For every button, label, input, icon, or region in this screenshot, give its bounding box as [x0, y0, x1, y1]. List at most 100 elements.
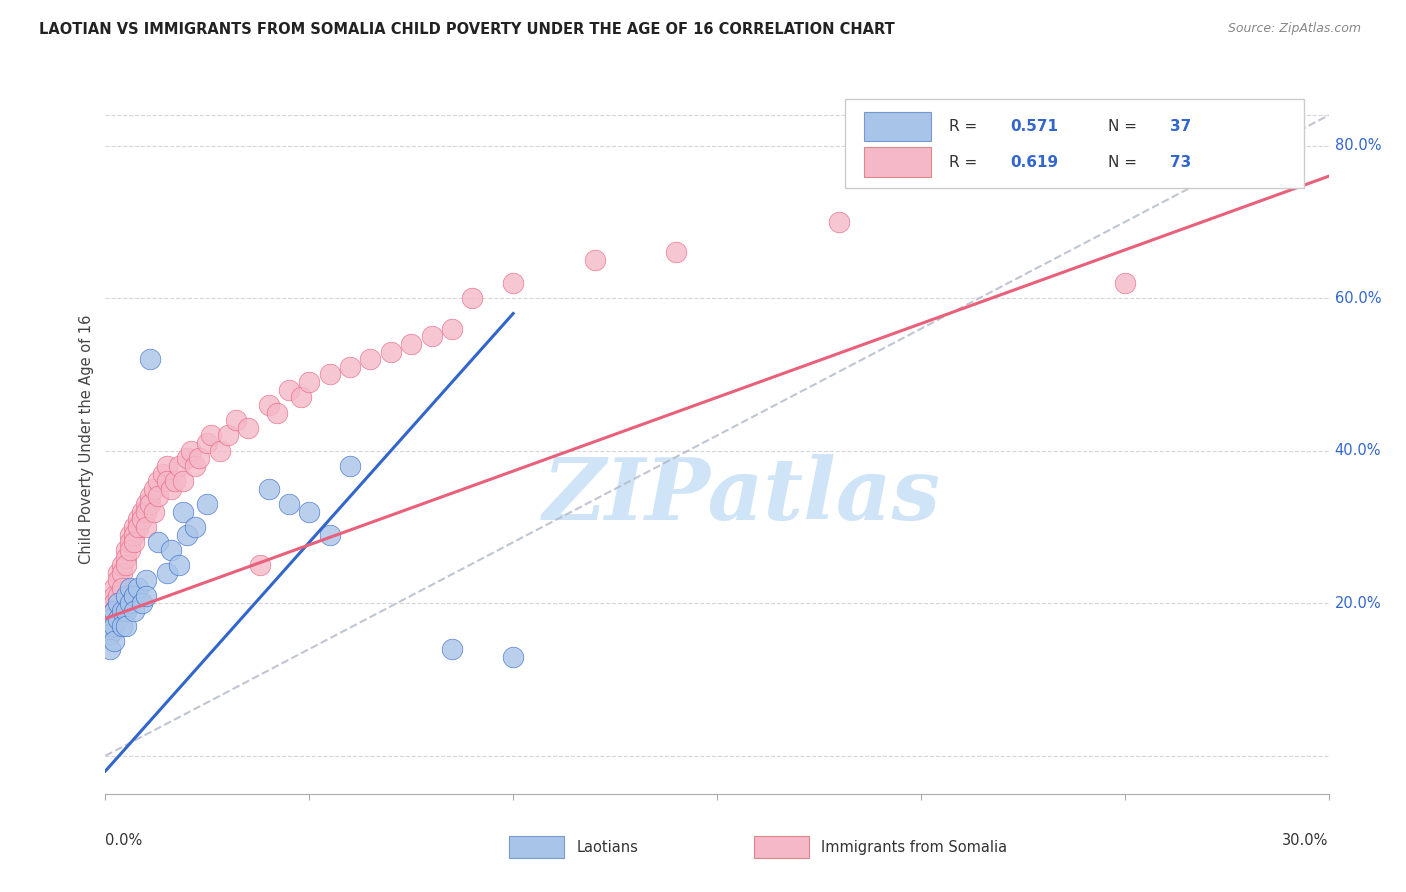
Point: [115, 542, 138, 557]
Point: [103, 581, 125, 595]
Point: [155, 475, 177, 489]
Point: [172, 505, 194, 519]
Point: [135, 520, 157, 534]
Y-axis label: Child Poverty Under the Age of 16: Child Poverty Under the Age of 16: [79, 315, 94, 564]
Point: [176, 451, 198, 466]
Point: [339, 359, 361, 374]
Point: [103, 604, 125, 618]
Point: [167, 458, 190, 473]
Point: [107, 566, 129, 580]
Point: [115, 550, 138, 565]
Point: [98, 611, 121, 625]
Point: [118, 542, 141, 557]
Point: [188, 451, 211, 466]
Point: [461, 291, 484, 305]
Point: [143, 505, 166, 519]
Point: [143, 482, 166, 496]
Text: 20.0%: 20.0%: [1334, 596, 1382, 611]
Point: [176, 527, 198, 541]
Bar: [863, 147, 931, 177]
Point: [1114, 276, 1136, 290]
Point: [184, 458, 207, 473]
Point: [107, 611, 129, 625]
Point: [103, 619, 125, 633]
Point: [115, 589, 138, 603]
Point: [122, 527, 145, 541]
Bar: [754, 837, 808, 858]
Point: [318, 527, 342, 541]
Point: [339, 458, 361, 473]
Point: [159, 542, 181, 557]
Point: [163, 475, 186, 489]
Point: [139, 497, 162, 511]
Text: 80.0%: 80.0%: [1334, 138, 1381, 153]
Point: [290, 390, 312, 404]
Point: [380, 344, 402, 359]
Point: [278, 497, 301, 511]
Text: 73: 73: [1170, 154, 1191, 169]
Point: [122, 604, 145, 618]
Point: [122, 535, 145, 549]
Text: LAOTIAN VS IMMIGRANTS FROM SOMALIA CHILD POVERTY UNDER THE AGE OF 16 CORRELATION: LAOTIAN VS IMMIGRANTS FROM SOMALIA CHILD…: [39, 22, 896, 37]
Point: [111, 604, 134, 618]
Point: [127, 520, 149, 534]
Point: [167, 558, 190, 573]
Point: [139, 352, 162, 367]
Point: [98, 604, 121, 618]
Text: Laotians: Laotians: [576, 839, 638, 855]
Point: [103, 596, 125, 610]
Point: [420, 329, 443, 343]
Point: [103, 634, 125, 648]
Point: [665, 245, 688, 260]
Point: [115, 604, 138, 618]
Point: [131, 505, 153, 519]
Point: [441, 642, 464, 657]
Point: [107, 596, 129, 610]
Point: [278, 383, 301, 397]
Point: [502, 276, 524, 290]
Point: [98, 626, 121, 640]
Text: ZIPatlas: ZIPatlas: [543, 454, 941, 538]
Point: [184, 520, 207, 534]
Point: [111, 619, 134, 633]
Point: [98, 611, 121, 625]
Text: Source: ZipAtlas.com: Source: ZipAtlas.com: [1227, 22, 1361, 36]
Text: N =: N =: [1108, 119, 1142, 134]
Text: R =: R =: [949, 119, 983, 134]
Point: [583, 253, 606, 268]
Point: [208, 443, 231, 458]
Point: [111, 558, 134, 573]
Text: 40.0%: 40.0%: [1334, 443, 1381, 458]
Point: [200, 428, 222, 442]
Text: 37: 37: [1170, 119, 1191, 134]
Point: [103, 589, 125, 603]
Text: R =: R =: [949, 154, 983, 169]
Point: [118, 581, 141, 595]
Point: [217, 428, 239, 442]
Point: [118, 527, 141, 541]
Point: [155, 566, 177, 580]
Point: [195, 436, 219, 450]
Text: 60.0%: 60.0%: [1334, 291, 1381, 306]
Point: [115, 619, 138, 633]
Point: [152, 467, 174, 481]
Bar: [845, 99, 1305, 187]
Point: [122, 520, 145, 534]
Point: [111, 566, 134, 580]
Bar: [863, 112, 931, 142]
Point: [180, 443, 202, 458]
Point: [98, 619, 121, 633]
Point: [118, 535, 141, 549]
Point: [98, 642, 121, 657]
Point: [139, 490, 162, 504]
Point: [298, 375, 321, 389]
Point: [155, 458, 177, 473]
Point: [828, 215, 851, 229]
Point: [98, 596, 121, 610]
Point: [127, 581, 149, 595]
Point: [107, 589, 129, 603]
Point: [135, 505, 157, 519]
Point: [103, 604, 125, 618]
Point: [236, 421, 259, 435]
Point: [195, 497, 219, 511]
